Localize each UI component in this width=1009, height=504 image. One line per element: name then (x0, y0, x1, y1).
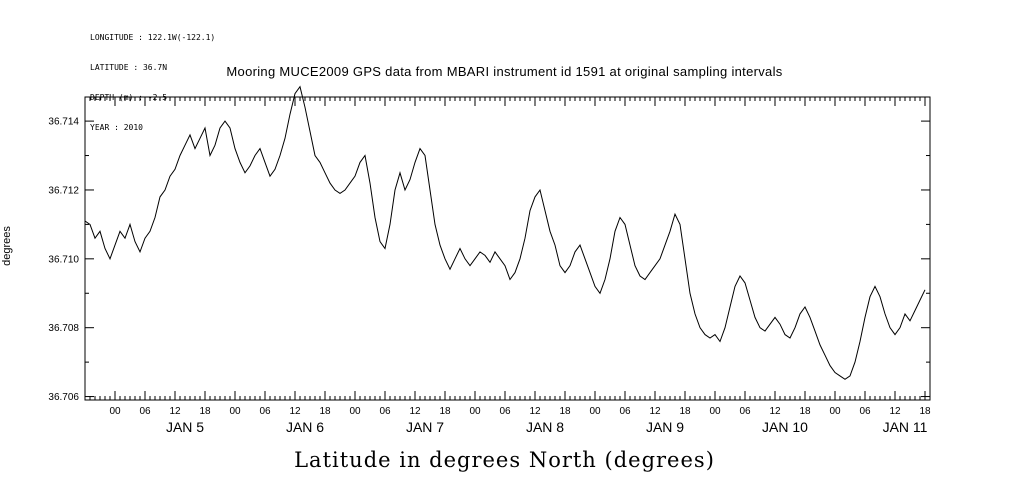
svg-text:06: 06 (259, 406, 271, 417)
svg-text:18: 18 (319, 406, 331, 417)
svg-text:06: 06 (739, 406, 751, 417)
svg-text:00: 00 (589, 406, 601, 417)
svg-text:06: 06 (859, 406, 871, 417)
svg-text:00: 00 (109, 406, 121, 417)
svg-text:36.710: 36.710 (48, 254, 79, 265)
x-axis-label: Latitude in degrees North (degrees) (294, 448, 715, 472)
svg-text:JAN 9: JAN 9 (646, 419, 684, 435)
svg-text:JAN 10: JAN 10 (762, 419, 808, 435)
svg-text:00: 00 (349, 406, 361, 417)
svg-text:18: 18 (679, 406, 691, 417)
svg-text:00: 00 (829, 406, 841, 417)
svg-text:00: 00 (229, 406, 241, 417)
svg-text:12: 12 (769, 406, 781, 417)
svg-text:18: 18 (559, 406, 571, 417)
svg-text:36.712: 36.712 (48, 185, 79, 196)
svg-text:00: 00 (469, 406, 481, 417)
svg-text:12: 12 (169, 406, 181, 417)
svg-text:00: 00 (709, 406, 721, 417)
svg-text:18: 18 (919, 406, 931, 417)
svg-text:12: 12 (409, 406, 421, 417)
svg-text:12: 12 (529, 406, 541, 417)
metadata-latitude: LATITUDE : 36.7N (90, 63, 168, 72)
svg-text:36.706: 36.706 (48, 392, 79, 403)
svg-text:JAN 11: JAN 11 (883, 419, 928, 435)
svg-text:12: 12 (889, 406, 901, 417)
svg-text:18: 18 (439, 406, 451, 417)
svg-text:12: 12 (289, 406, 301, 417)
svg-text:18: 18 (199, 406, 211, 417)
svg-text:06: 06 (139, 406, 151, 417)
plot-title: Mooring MUCE2009 GPS data from MBARI ins… (226, 64, 783, 79)
svg-text:06: 06 (379, 406, 391, 417)
svg-text:36.708: 36.708 (48, 323, 79, 334)
svg-text:06: 06 (619, 406, 631, 417)
svg-text:36.714: 36.714 (48, 117, 79, 128)
svg-text:18: 18 (799, 406, 811, 417)
svg-text:JAN 6: JAN 6 (286, 419, 324, 435)
svg-text:JAN 8: JAN 8 (526, 419, 564, 435)
metadata-year: YEAR : 2010 (90, 123, 143, 132)
svg-text:JAN 7: JAN 7 (406, 419, 444, 435)
svg-text:JAN 5: JAN 5 (166, 419, 204, 435)
svg-text:12: 12 (649, 406, 661, 417)
metadata-longitude: LONGITUDE : 122.1W(-122.1) (90, 33, 216, 42)
svg-text:06: 06 (499, 406, 511, 417)
